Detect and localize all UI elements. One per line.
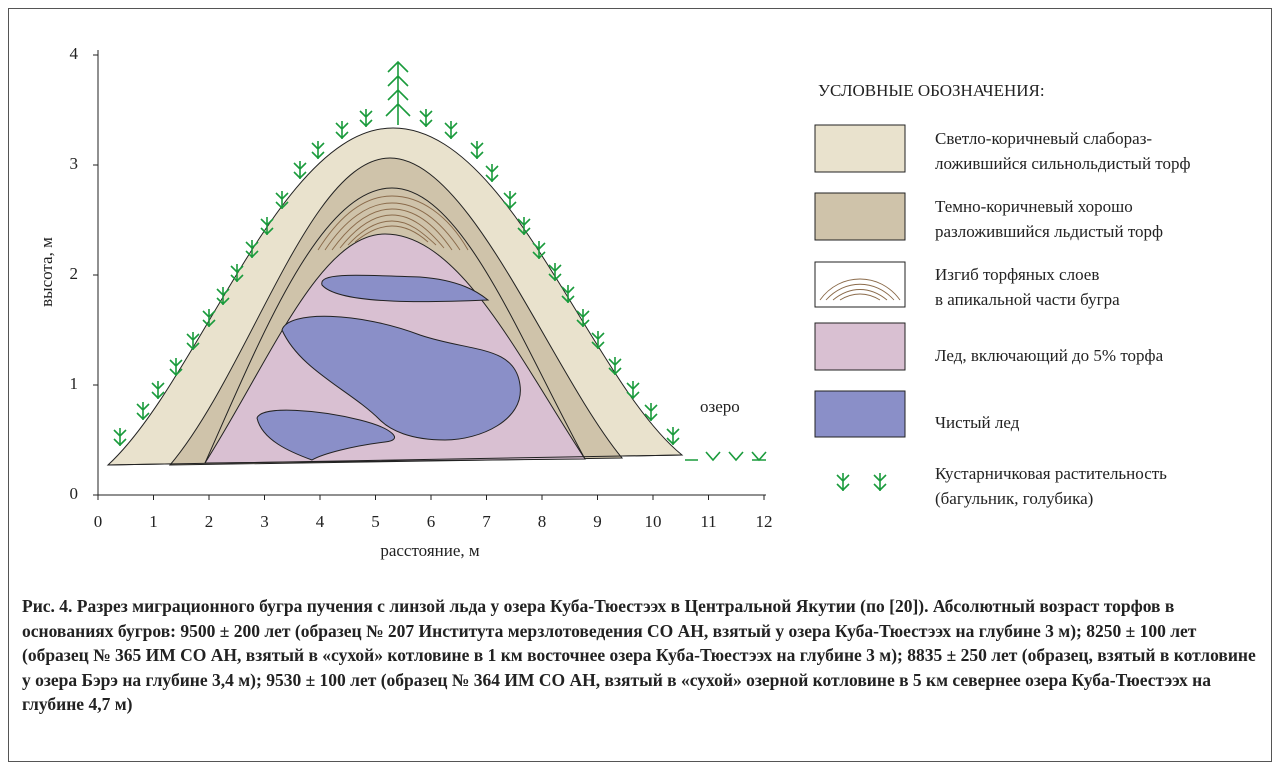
x-tick-label: 9 xyxy=(593,512,602,531)
bend-boundary xyxy=(204,187,586,464)
y-tick-label: 3 xyxy=(70,154,79,173)
x-tick-label: 1 xyxy=(149,512,158,531)
pure-ice-low xyxy=(256,409,396,461)
x-tick-label: 4 xyxy=(316,512,325,531)
caption: Рис. 4. Разрез миграционного бугра пучен… xyxy=(22,596,1256,714)
legend-text: Чистый лед xyxy=(935,413,1020,432)
x-tick-label: 7 xyxy=(482,512,491,531)
legend-text: разложившийся льдистый торф xyxy=(935,222,1163,241)
pure-ice-main xyxy=(281,315,521,441)
legend-text: Кустарничковая растительность xyxy=(935,464,1167,483)
lake-label: озеро xyxy=(700,397,740,416)
x-tick-label: 12 xyxy=(756,512,773,531)
legend-text: Темно-коричневый хорошо xyxy=(935,197,1133,216)
y-tick-label: 4 xyxy=(70,44,79,63)
x-tick-label: 10 xyxy=(645,512,662,531)
legend-text: ложившийся сильнольдистый торф xyxy=(935,154,1191,173)
legend-swatches xyxy=(814,124,906,438)
x-tick-label: 2 xyxy=(205,512,214,531)
y-tick-label: 0 xyxy=(70,484,79,503)
pure-ice-top xyxy=(321,274,490,303)
shrubs xyxy=(113,60,680,447)
x-axis-label: расстояние, м xyxy=(380,541,480,560)
legend-text: в апикальной части бугра xyxy=(935,290,1120,309)
y-axis-label: высота, м xyxy=(37,237,56,307)
tree xyxy=(385,60,411,125)
x-tick-label: 8 xyxy=(538,512,547,531)
y-tick-label: 2 xyxy=(70,264,79,283)
legend-text: (багульник, голубика) xyxy=(935,489,1093,508)
legend-text: Лед, включающий до 5% торфа xyxy=(935,346,1164,365)
x-tick-label: 3 xyxy=(260,512,269,531)
frame xyxy=(8,8,1272,762)
legend-text: Светло-коричневый слабораз- xyxy=(935,129,1152,148)
lake xyxy=(685,451,767,462)
x-tick-label: 0 xyxy=(94,512,103,531)
x-tick-label: 5 xyxy=(371,512,380,531)
legend-text: Изгиб торфяных слоев xyxy=(935,265,1099,284)
y-tick-label: 1 xyxy=(70,374,79,393)
x-tick-label: 6 xyxy=(427,512,436,531)
bend-lines xyxy=(317,195,469,251)
x-tick-label: 11 xyxy=(700,512,716,531)
cross-section xyxy=(106,127,684,466)
legend-title: УСЛОВНЫЕ ОБОЗНАЧЕНИЯ: xyxy=(818,81,1045,100)
base-line xyxy=(107,454,683,466)
